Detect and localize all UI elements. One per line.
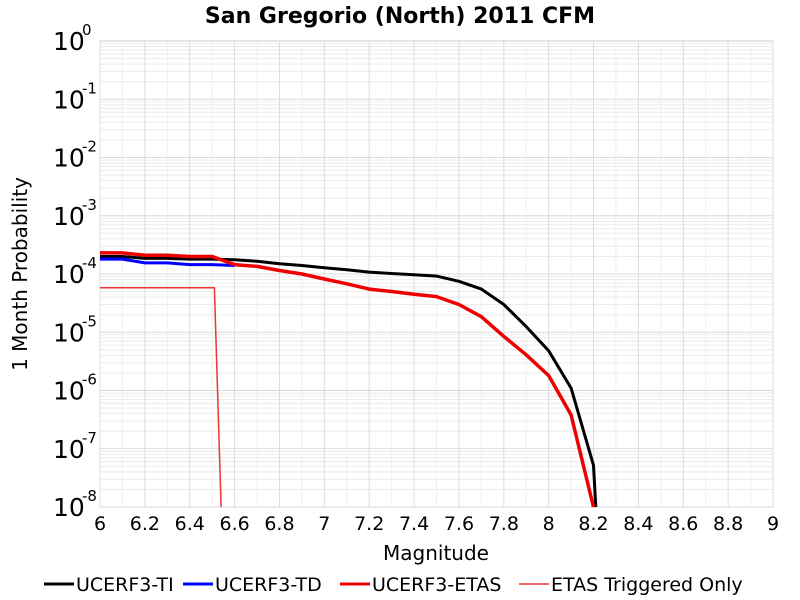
y-tick-label: 10-3 — [53, 196, 97, 231]
y-tick-label: 10-7 — [53, 429, 97, 464]
y-tick-base: 10 — [53, 377, 85, 406]
chart-title: San Gregorio (North) 2011 CFM — [205, 4, 595, 29]
y-tick-base: 10 — [53, 260, 85, 289]
grid-lines — [99, 41, 774, 508]
legend-label: UCERF3-ETAS — [372, 574, 501, 596]
y-tick-label: 10-2 — [53, 138, 97, 173]
x-tick-label: 8 — [543, 513, 555, 535]
y-tick-exponent: -7 — [82, 429, 97, 447]
y-tick-exponent: -1 — [82, 79, 97, 97]
x-tick-label: 6.8 — [264, 513, 294, 535]
legend: UCERF3-TI UCERF3-TD UCERF3-ETAS ETAS Trigge… — [44, 574, 743, 596]
y-tick-label: 10-4 — [53, 254, 97, 289]
y-tick-exponent: -4 — [82, 254, 97, 272]
legend-item: UCERF3-TI — [44, 574, 174, 596]
x-tick-label: 7.6 — [444, 513, 474, 535]
legend-item: ETAS Triggered Only — [519, 574, 743, 596]
y-tick-base: 10 — [53, 85, 85, 114]
y-tick-exponent: -3 — [82, 196, 97, 214]
series-line-ucerf3-ti — [100, 255, 598, 508]
x-tick-label: 6.4 — [175, 513, 205, 535]
y-tick-base: 10 — [53, 318, 85, 347]
x-tick-label: 7.8 — [489, 513, 519, 535]
legend-item: UCERF3-TD — [183, 574, 322, 596]
legend-label: ETAS Triggered Only — [551, 574, 743, 596]
x-tick-label: 9 — [767, 513, 779, 535]
x-tick-label: 6 — [94, 513, 106, 535]
y-tick-base: 10 — [53, 27, 85, 56]
legend-item: UCERF3-ETAS — [340, 574, 501, 596]
x-tick-label: 6.6 — [219, 513, 249, 535]
y-tick-exponent: -6 — [82, 371, 97, 389]
y-tick-exponent: -8 — [82, 487, 97, 505]
x-axis-label: Magnitude — [383, 541, 489, 565]
y-tick-exponent: -2 — [82, 138, 97, 156]
x-tick-label: 8.4 — [623, 513, 653, 535]
x-tick-label: 8.6 — [668, 513, 698, 535]
legend-label: UCERF3-TD — [215, 574, 322, 596]
series-lines — [100, 251, 598, 508]
y-tick-label: 10-8 — [53, 487, 97, 522]
y-tick-exponent: 0 — [82, 21, 92, 39]
y-tick-base: 10 — [53, 435, 85, 464]
x-tick-label: 6.2 — [130, 513, 160, 535]
x-tick-label: 8.8 — [713, 513, 743, 535]
x-tick-label: 7.4 — [399, 513, 429, 535]
x-tick-label: 8.2 — [578, 513, 608, 535]
y-tick-base: 10 — [53, 144, 85, 173]
y-tick-exponent: -5 — [82, 312, 97, 330]
x-tick-label: 7.2 — [354, 513, 384, 535]
y-tick-label: 10-5 — [53, 312, 97, 347]
legend-label: UCERF3-TI — [76, 574, 174, 596]
series-line-ucerf3-td — [100, 257, 235, 267]
x-tick-labels: 6 6.2 6.4 6.6 6.8 7 7.2 7.4 7.6 7.8 8 8.2 8.4 8.6 8.8 9 — [94, 513, 779, 535]
y-tick-label: 10-6 — [53, 371, 97, 406]
y-tick-label: 100 — [53, 21, 92, 56]
series-line-ucerf3-etas — [100, 251, 596, 508]
y-tick-base: 10 — [53, 202, 85, 231]
y-tick-label: 10-1 — [53, 79, 97, 114]
y-tick-base: 10 — [53, 493, 85, 522]
series-line-etas-triggered-only — [100, 287, 222, 508]
y-axis-label: 1 Month Probability — [8, 177, 32, 371]
x-tick-label: 7 — [318, 513, 330, 535]
